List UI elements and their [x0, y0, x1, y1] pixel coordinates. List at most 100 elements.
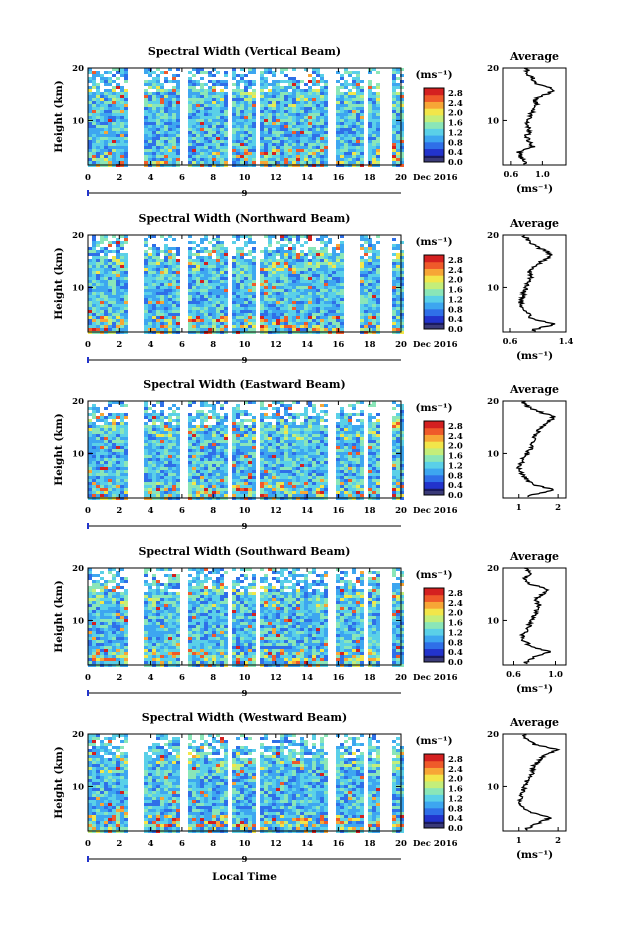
heatmap-cell: [96, 155, 100, 158]
heatmap-cell: [208, 134, 212, 137]
heatmap-cell: [152, 140, 156, 143]
heatmap-cell: [204, 482, 208, 485]
heatmap-cell: [320, 143, 324, 146]
heatmap-cell: [100, 316, 104, 319]
heatmap-cell: [320, 301, 324, 304]
heatmap-cell: [120, 443, 124, 446]
heatmap-cell: [160, 131, 164, 134]
heatmap-cell: [124, 473, 128, 476]
heatmap-cell: [364, 274, 368, 277]
heatmap-cell: [208, 307, 212, 310]
heatmap-cell: [276, 280, 280, 283]
heatmap-cell: [172, 428, 176, 431]
heatmap-cell: [212, 319, 216, 322]
heatmap-cell: [260, 113, 264, 116]
heatmap-cell: [96, 271, 100, 274]
heatmap-cell: [88, 310, 92, 313]
heatmap-cell: [240, 283, 244, 286]
heatmap-cell: [316, 80, 320, 83]
heatmap-cell: [276, 158, 280, 161]
heatmap-cell: [104, 467, 108, 470]
heatmap-cell: [292, 322, 296, 325]
heatmap-cell: [316, 74, 320, 77]
heatmap-cell: [204, 256, 208, 259]
heatmap-cell: [304, 253, 308, 256]
heatmap-cell: [216, 304, 220, 307]
heatmap-cell: [160, 143, 164, 146]
heatmap-cell: [104, 122, 108, 125]
heatmap-cell: [340, 158, 344, 161]
heatmap-cell: [200, 431, 204, 434]
heatmap-cell: [300, 307, 304, 310]
heatmap-cell: [116, 265, 120, 268]
heatmap-cell: [204, 458, 208, 461]
heatmap-cell: [248, 125, 252, 128]
heatmap-cell: [336, 128, 340, 131]
heatmap-cell: [208, 464, 212, 467]
heatmap-cell: [88, 298, 92, 301]
colorbar-segment: [424, 309, 444, 316]
heatmap-cell: [348, 146, 352, 149]
heatmap-cell: [308, 86, 312, 89]
heatmap-cell: [92, 158, 96, 161]
heatmap-cell: [208, 488, 212, 491]
heatmap-cell: [124, 404, 128, 407]
heatmap-cell: [88, 137, 92, 140]
heatmap-cell: [104, 325, 108, 328]
heatmap-cell: [288, 80, 292, 83]
heatmap-cell: [344, 137, 348, 140]
heatmap-cell: [244, 304, 248, 307]
heatmap-cell: [168, 328, 172, 331]
heatmap-cell: [200, 116, 204, 119]
heatmap-cell: [100, 116, 104, 119]
heatmap-cell: [340, 301, 344, 304]
heatmap-cell: [328, 307, 332, 310]
heatmap-cell: [240, 143, 244, 146]
colorbar-tick-label: 0.8: [448, 305, 463, 315]
heatmap-cell: [216, 455, 220, 458]
heatmap-cell: [376, 83, 380, 86]
heatmap-cell: [124, 461, 128, 464]
heatmap-cell: [348, 101, 352, 104]
heatmap-cell: [104, 322, 108, 325]
heatmap-cell: [376, 322, 380, 325]
heatmap-cell: [368, 98, 372, 101]
heatmap-cell: [268, 143, 272, 146]
heatmap-cell: [376, 104, 380, 107]
heatmap-cell: [208, 71, 212, 74]
heatmap-cell: [160, 280, 164, 283]
heatmap-cell: [344, 161, 348, 164]
heatmap-cell: [164, 101, 168, 104]
heatmap-cell: [144, 307, 148, 310]
heatmap-cell: [328, 313, 332, 316]
heatmap-cell: [192, 440, 196, 443]
heatmap-cell: [200, 259, 204, 262]
heatmap-cell: [316, 125, 320, 128]
heatmap-cell: [332, 307, 336, 310]
heatmap-cell: [396, 98, 400, 101]
heatmap-cell: [100, 140, 104, 143]
heatmap-cell: [116, 470, 120, 473]
heatmap-cell: [216, 289, 220, 292]
heatmap-cell: [300, 95, 304, 98]
heatmap-cell: [176, 431, 180, 434]
heatmap-cell: [244, 413, 248, 416]
heatmap-cell: [200, 289, 204, 292]
heatmap-cell: [368, 307, 372, 310]
heatmap-cell: [344, 98, 348, 101]
heatmap-cell: [284, 283, 288, 286]
heatmap-cell: [220, 265, 224, 268]
heatmap-cell: [100, 110, 104, 113]
heatmap-cell: [160, 155, 164, 158]
heatmap-cell: [248, 277, 252, 280]
heatmap-cell: [288, 280, 292, 283]
heatmap-cell: [204, 101, 208, 104]
heatmap-cell: [280, 319, 284, 322]
heatmap-cell: [220, 95, 224, 98]
heatmap-cell: [208, 277, 212, 280]
heatmap-cell: [296, 104, 300, 107]
heatmap-cell: [152, 458, 156, 461]
heatmap-cell: [268, 98, 272, 101]
heatmap-cell: [192, 101, 196, 104]
heatmap-cell: [120, 419, 124, 422]
